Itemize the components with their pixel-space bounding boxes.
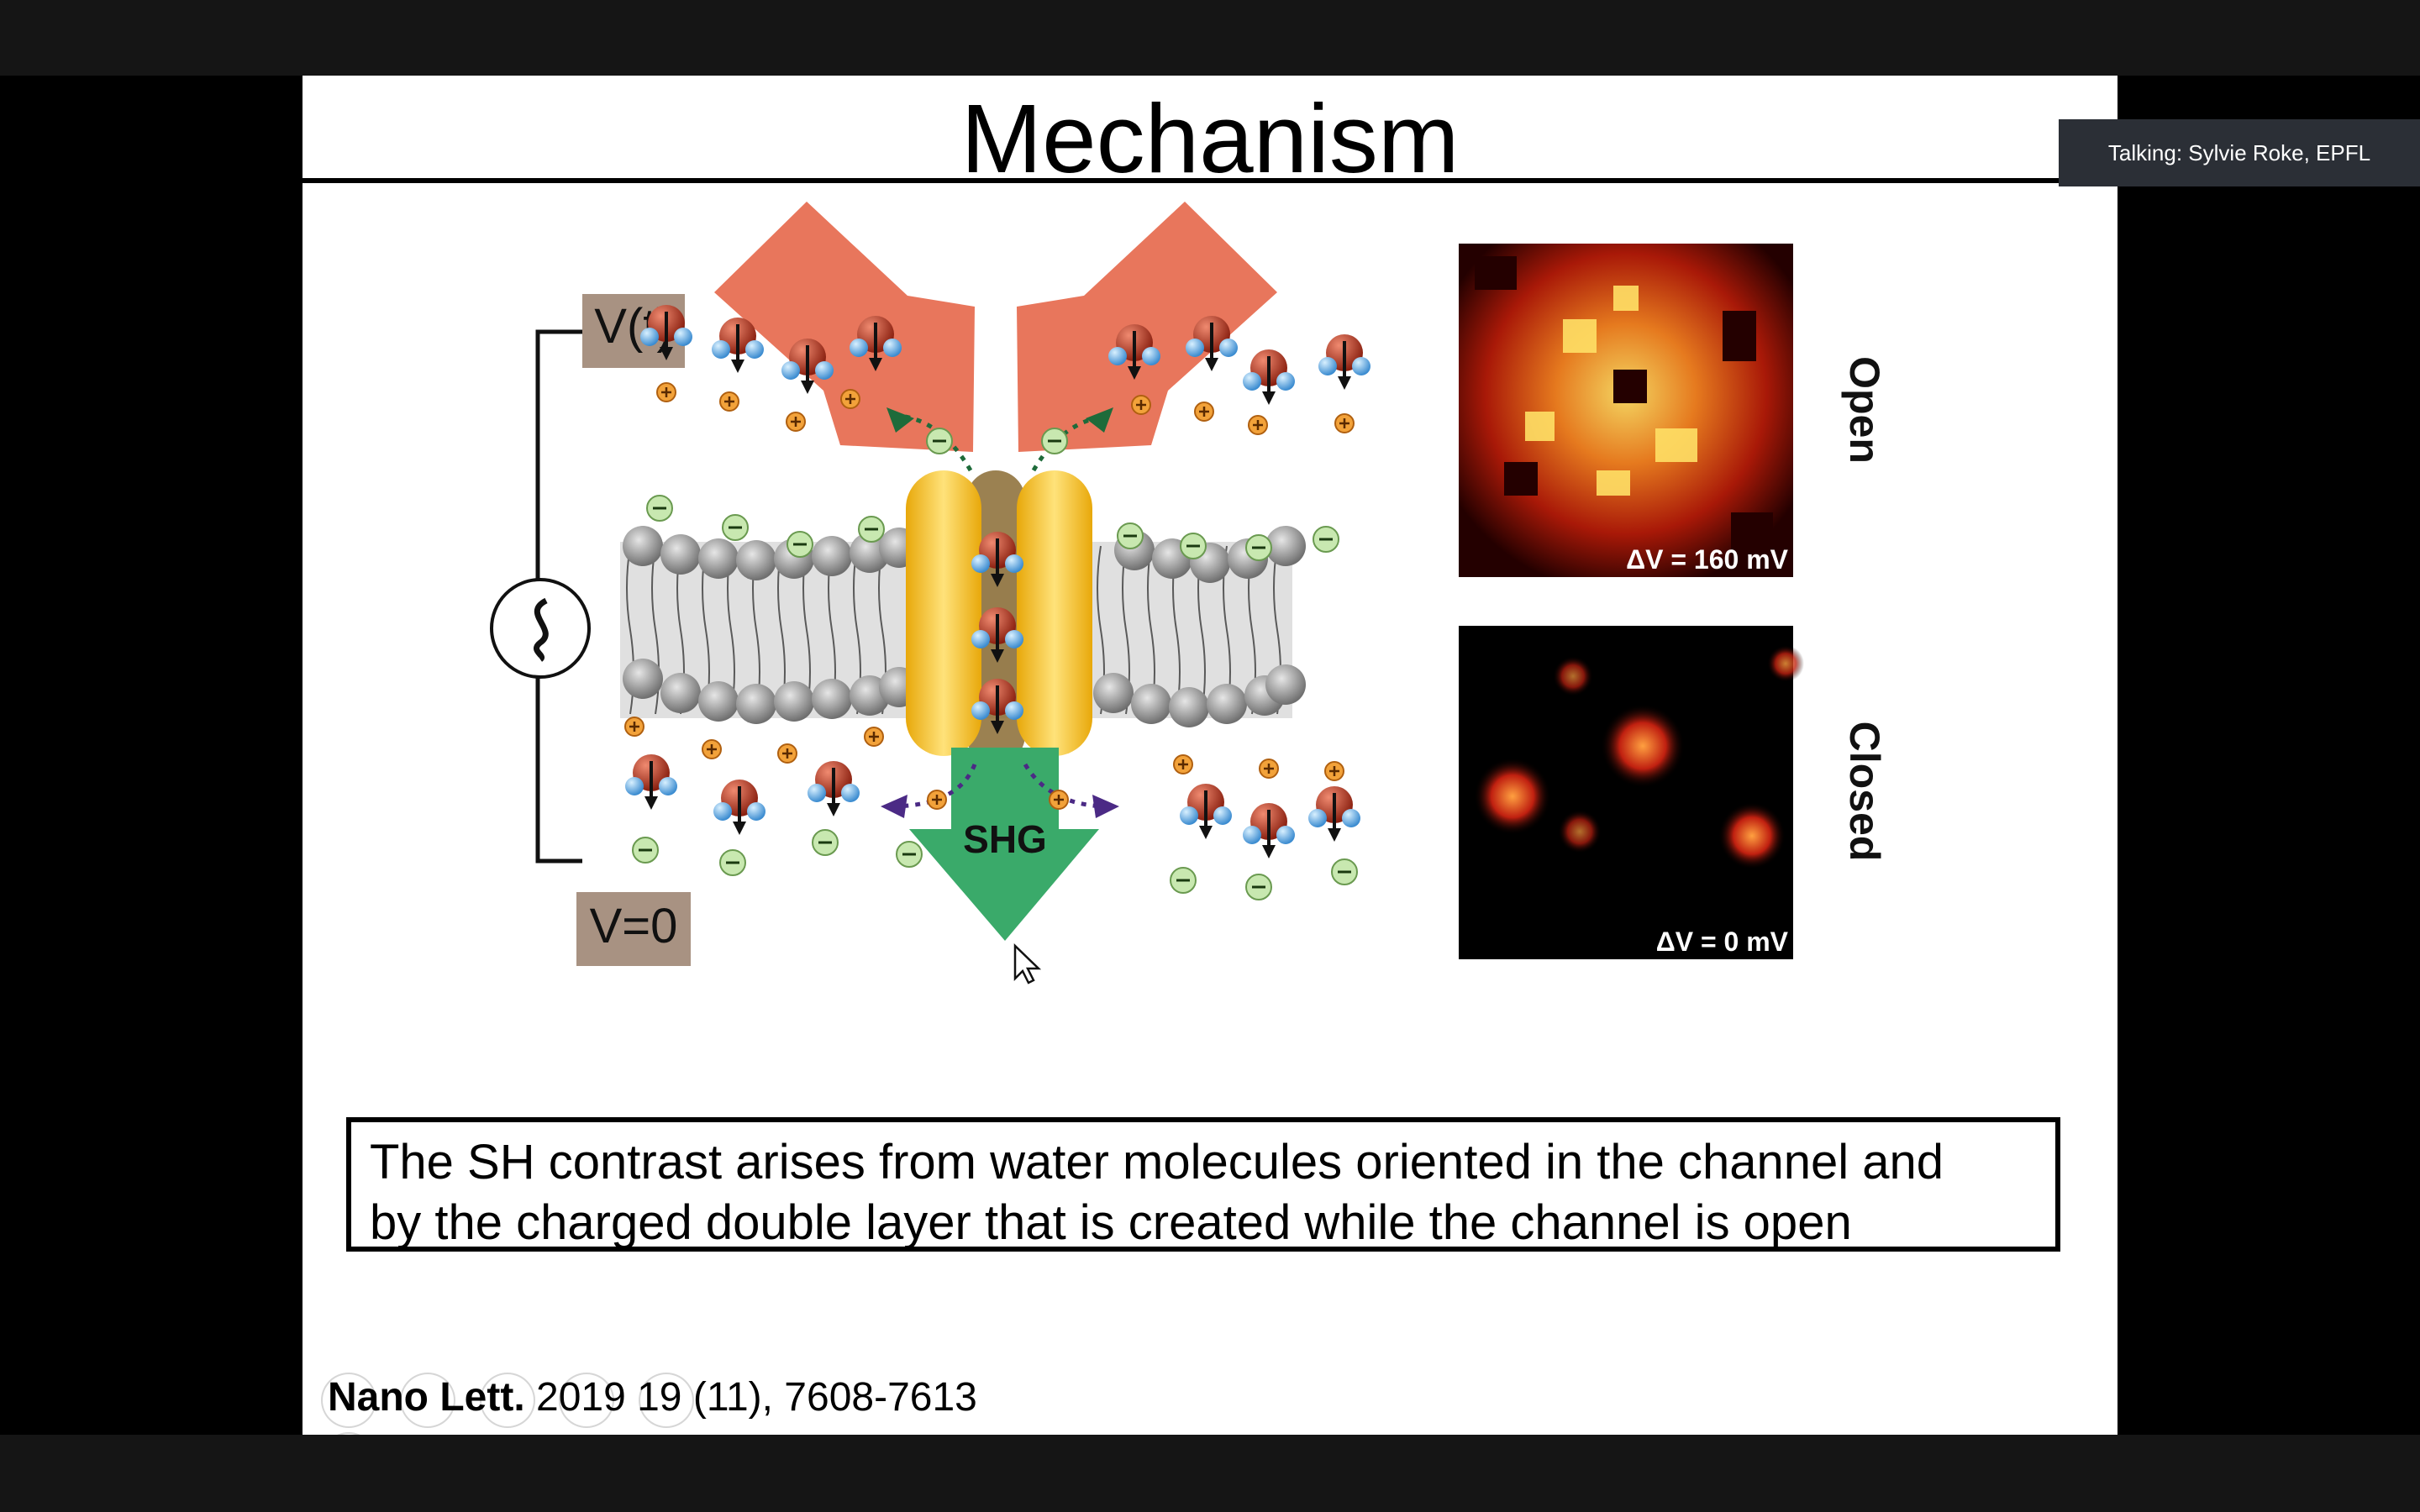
open-state-image: ΔV = 160 mV Open — [1459, 244, 1888, 577]
next-slide-button[interactable] — [400, 1373, 456, 1428]
open-voltage-label: ΔV = 160 mV — [1626, 544, 1789, 575]
top-bar — [0, 0, 2420, 76]
presentation-slide: Mechanism — [302, 76, 2118, 1435]
citation-journal: Nano Lett. — [328, 1375, 525, 1420]
shg-label: SHG — [963, 817, 1047, 861]
closed-label: Closed — [1841, 722, 1888, 862]
caption-line-1: The SH contrast arises from water molecu… — [370, 1135, 1944, 1189]
slide-controls — [321, 1373, 741, 1435]
mechanism-figure: V(t) V=0 — [490, 202, 1888, 984]
citation-details: 2019 19 (11), 7608-7613 — [524, 1375, 977, 1420]
voltage-bottom-label: V=0 — [590, 899, 678, 953]
closed-voltage-label: ΔV = 0 mV — [1656, 927, 1789, 957]
shg-arrow: SHG — [909, 748, 1099, 941]
caption-line-2: by the charged double layer that is crea… — [370, 1195, 1852, 1250]
zoom-button[interactable] — [638, 1373, 694, 1428]
previous-slide-button[interactable] — [321, 1373, 376, 1428]
incident-laser-arrows — [714, 202, 1277, 452]
voltage-bottom-label-box — [576, 892, 691, 966]
pen-tool-button[interactable] — [479, 1373, 535, 1428]
closed-state-image: ΔV = 0 mV Closed — [1459, 626, 1888, 959]
mouse-cursor-icon — [1013, 943, 1042, 984]
talking-indicator: Talking: Sylvie Roke, EPFL — [2059, 119, 2420, 186]
citation: Nano Lett. 2019 19 (11), 7608-7613 — [328, 1374, 977, 1420]
open-label: Open — [1841, 356, 1888, 464]
caption-box: The SH contrast arises from water molecu… — [346, 1117, 2060, 1252]
title-divider — [302, 178, 2118, 183]
slide-title: Mechanism — [960, 84, 1460, 193]
grid-view-button[interactable] — [559, 1373, 615, 1428]
bottom-bar — [0, 1435, 2420, 1512]
